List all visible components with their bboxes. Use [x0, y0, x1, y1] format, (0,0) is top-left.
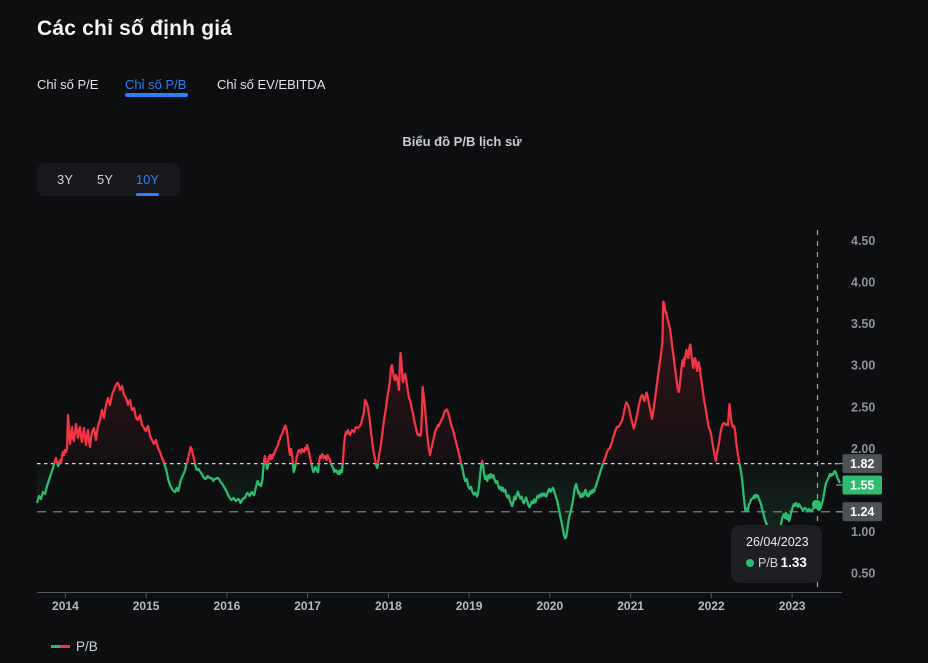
svg-text:2023: 2023: [779, 599, 806, 613]
svg-text:1.00: 1.00: [851, 525, 875, 539]
svg-text:1.55: 1.55: [850, 478, 874, 492]
svg-text:2.50: 2.50: [851, 400, 875, 414]
svg-text:3.00: 3.00: [851, 359, 875, 373]
svg-text:2021: 2021: [617, 599, 644, 613]
svg-text:1.24: 1.24: [850, 505, 874, 519]
svg-text:0.50: 0.50: [851, 567, 875, 581]
svg-text:4.50: 4.50: [851, 234, 875, 248]
svg-text:2018: 2018: [375, 599, 402, 613]
svg-text:2022: 2022: [698, 599, 725, 613]
svg-text:2016: 2016: [214, 599, 241, 613]
svg-text:2020: 2020: [536, 599, 563, 613]
svg-text:2015: 2015: [133, 599, 160, 613]
svg-text:2017: 2017: [294, 599, 321, 613]
svg-text:1.82: 1.82: [850, 457, 874, 471]
svg-text:3.50: 3.50: [851, 317, 875, 331]
svg-text:4.00: 4.00: [851, 276, 875, 290]
svg-text:2019: 2019: [456, 599, 483, 613]
svg-text:2.00: 2.00: [851, 442, 875, 456]
svg-text:2014: 2014: [52, 599, 79, 613]
